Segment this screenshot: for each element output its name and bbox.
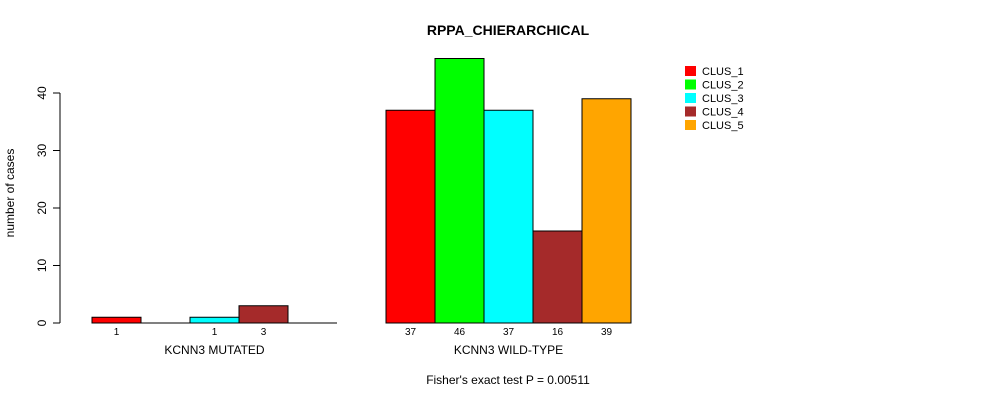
y-axis: 0 10 20 30 40	[35, 86, 61, 326]
chart-title: RPPA_CHIERARCHICAL	[427, 22, 590, 38]
group-label: KCNN3 WILD-TYPE	[454, 343, 563, 357]
bar-value-label: 37	[405, 327, 417, 338]
bar-value-label: 16	[552, 327, 564, 338]
bar-value-label: 3	[261, 327, 267, 338]
y-tick-label: 0	[35, 319, 49, 326]
legend-swatch-clus-1	[685, 66, 696, 76]
y-tick-label: 30	[35, 144, 49, 158]
bar-clus-3	[483, 109, 534, 324]
bar-value-label: 1	[114, 327, 120, 338]
legend-swatch-clus-5	[685, 120, 696, 130]
legend-swatch-clus-4	[685, 106, 696, 117]
y-tick-label: 10	[35, 259, 49, 273]
bar-labels: 1 1 3 37 46 37 16 39	[114, 327, 613, 338]
bar-clus-5	[581, 98, 632, 324]
legend-label-clus-2: CLUS_2	[702, 80, 744, 92]
y-tick-label: 40	[35, 86, 49, 100]
bar-clus-3	[189, 316, 240, 324]
bar-value-label: 37	[503, 327, 515, 338]
group-labels: KCNN3 MUTATED KCNN3 WILD-TYPE	[164, 343, 563, 357]
fisher-test-footnote: Fisher's exact test P = 0.00511	[426, 373, 590, 387]
bar-clus-1	[385, 109, 436, 324]
group-label: KCNN3 MUTATED	[164, 343, 265, 357]
legend-label-clus-3: CLUS_3	[702, 93, 744, 105]
legend-label-clus-4: CLUS_4	[702, 107, 744, 119]
y-axis-label: number of cases	[3, 149, 17, 238]
legend-swatch-clus-3	[685, 93, 696, 103]
bar-clus-4	[532, 230, 583, 324]
bar-clus-4	[238, 305, 289, 324]
y-tick-label: 20	[35, 201, 49, 215]
bar-value-label: 1	[212, 327, 218, 338]
bars	[91, 58, 632, 324]
bar-value-label: 39	[601, 327, 613, 338]
bar-clus-2	[434, 58, 485, 324]
bar-clus-1	[91, 316, 142, 324]
legend-label-clus-5: CLUS_5	[702, 120, 744, 132]
bar-value-label: 46	[454, 327, 466, 338]
legend-label-clus-1: CLUS_1	[702, 66, 744, 78]
legend-swatch-clus-2	[685, 79, 696, 90]
